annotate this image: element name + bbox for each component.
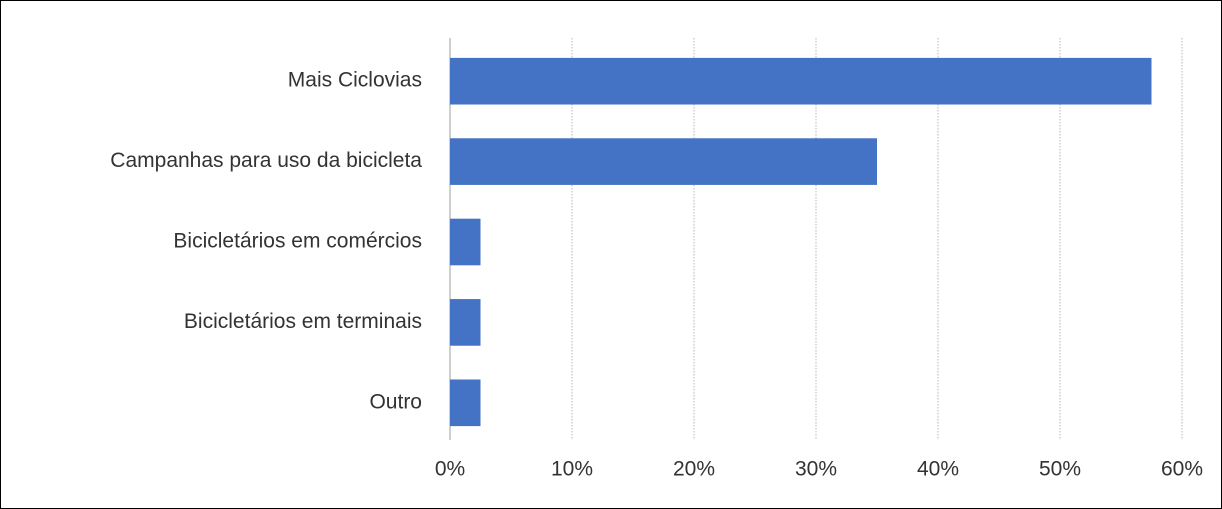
x-tick-label: 60% bbox=[1161, 458, 1203, 481]
y-tick-label: Campanhas para uso da bicicleta bbox=[110, 149, 422, 172]
x-tick-label: 40% bbox=[917, 458, 959, 481]
x-tick-label: 10% bbox=[551, 458, 593, 481]
bar bbox=[450, 138, 877, 185]
bar bbox=[450, 57, 1152, 105]
x-tick-label: 0% bbox=[435, 458, 465, 481]
y-tick-label: Bicicletários em terminais bbox=[184, 310, 422, 333]
x-tick-label: 50% bbox=[1039, 458, 1081, 481]
y-tick-label: Outro bbox=[369, 390, 422, 413]
x-tick-label: 20% bbox=[673, 458, 715, 481]
bar bbox=[450, 218, 481, 266]
y-tick-label: Bicicletários em comércios bbox=[173, 230, 422, 253]
bar bbox=[450, 299, 481, 346]
x-tick-label: 30% bbox=[795, 458, 837, 481]
y-tick-label: Mais Ciclovias bbox=[288, 69, 422, 92]
bar bbox=[450, 379, 481, 427]
